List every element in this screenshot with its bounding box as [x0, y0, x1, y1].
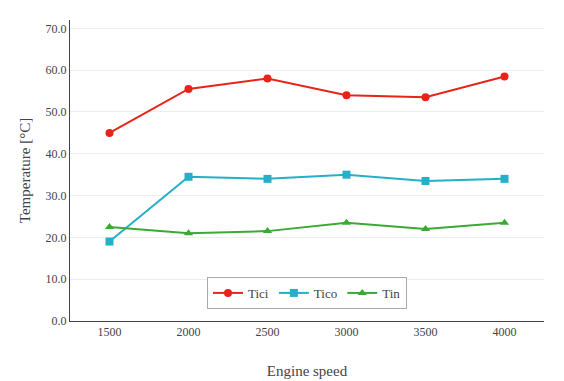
svg-text:30.0: 30.0	[46, 189, 67, 203]
svg-text:0.0: 0.0	[52, 314, 67, 328]
svg-text:Engine speed: Engine speed	[267, 363, 348, 379]
svg-text:10.0: 10.0	[46, 272, 67, 286]
svg-text:Tici: Tici	[248, 286, 269, 301]
svg-text:50.0: 50.0	[46, 105, 67, 119]
svg-text:60.0: 60.0	[46, 63, 67, 77]
svg-text:3000: 3000	[335, 325, 359, 339]
svg-text:70.0: 70.0	[46, 22, 67, 36]
svg-text:2000: 2000	[177, 325, 201, 339]
svg-text:Tico: Tico	[314, 286, 337, 301]
svg-text:40.0: 40.0	[46, 147, 67, 161]
svg-text:3500: 3500	[414, 325, 438, 339]
svg-text:20.0: 20.0	[46, 231, 67, 245]
svg-text:Tin: Tin	[382, 286, 400, 301]
svg-text:2500: 2500	[256, 325, 280, 339]
svg-text:Temperature [°C]: Temperature [°C]	[17, 118, 33, 223]
svg-text:4000: 4000	[493, 325, 517, 339]
svg-text:1500: 1500	[98, 325, 122, 339]
